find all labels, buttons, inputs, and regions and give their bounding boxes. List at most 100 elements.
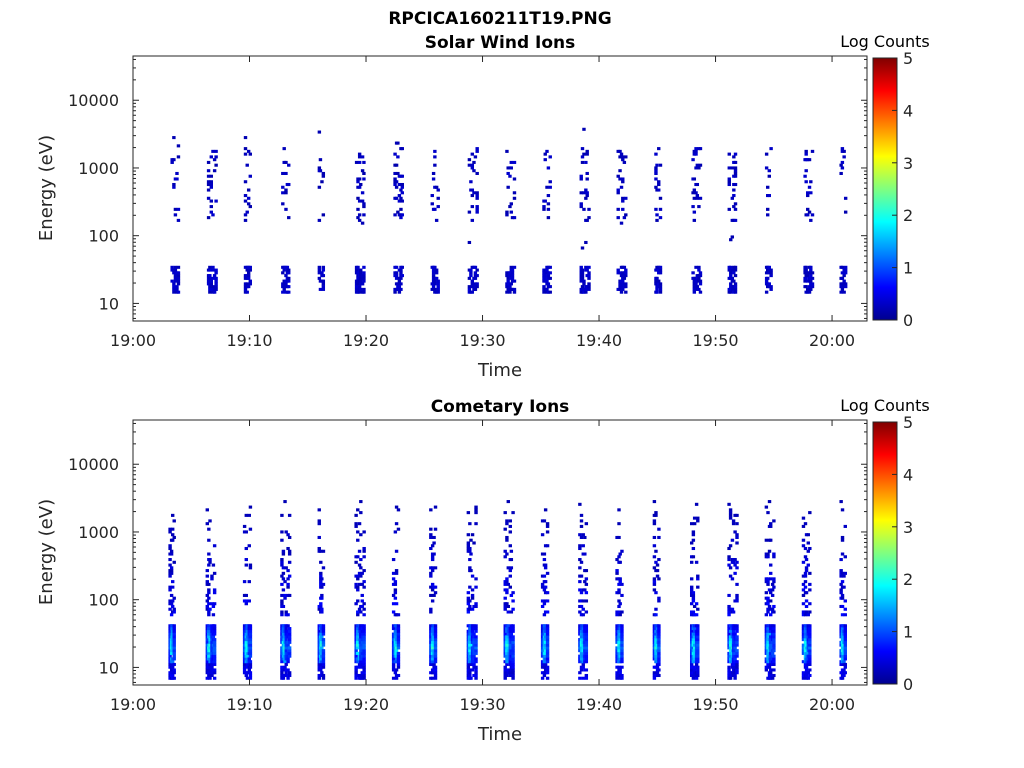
heatmap-cell (843, 649, 847, 653)
heatmap-cell (172, 596, 176, 600)
heatmap-cell (540, 654, 545, 658)
heatmap-cell (728, 544, 733, 548)
heatmap-cell (618, 271, 622, 275)
heatmap-cell (655, 265, 659, 269)
heatmap-cell (466, 596, 471, 600)
heatmap-cell (170, 599, 175, 603)
heatmap-cell (697, 276, 701, 280)
heatmap-cell (509, 662, 514, 666)
heatmap-cell (505, 538, 509, 542)
heatmap-cell (505, 274, 509, 278)
heatmap-cell (360, 282, 365, 286)
heatmap-cell (843, 196, 848, 200)
heatmap-cell (584, 629, 589, 633)
heatmap-cell (468, 607, 472, 611)
x-tick-label: 19:30 (459, 695, 505, 714)
heatmap-cell (360, 640, 364, 644)
heatmap-cell (396, 646, 401, 650)
heatmap-cell (168, 563, 172, 567)
heatmap-cell (654, 657, 658, 661)
heatmap-cell (176, 207, 181, 211)
heatmap-cell (804, 610, 809, 614)
heatmap-cell (399, 276, 403, 280)
heatmap-cell (511, 591, 515, 595)
heatmap-cell (245, 629, 250, 633)
heatmap-cell (287, 268, 291, 272)
heatmap-cell (585, 177, 589, 181)
heatmap-cell (733, 638, 737, 642)
heatmap-cell (733, 571, 737, 575)
heatmap-cell (803, 580, 808, 584)
heatmap-cell (360, 155, 365, 159)
heatmap-cell (652, 519, 657, 523)
heatmap-cell (728, 566, 733, 570)
heatmap-cell (321, 665, 326, 669)
x-tick-label: 20:00 (809, 331, 855, 350)
heatmap-cell (657, 643, 661, 647)
heatmap-cell (801, 593, 806, 597)
heatmap-cell (470, 282, 475, 286)
heatmap-cell (170, 527, 175, 531)
heatmap-cell (286, 624, 290, 628)
heatmap-cell (735, 660, 739, 664)
heatmap-cell (619, 290, 624, 294)
heatmap-cell (801, 582, 806, 586)
heatmap-cell (511, 657, 515, 661)
heatmap-cell (433, 163, 437, 167)
heatmap-cell (545, 571, 550, 575)
heatmap-cell (511, 624, 515, 628)
heatmap-cell (733, 513, 737, 517)
colorbar-tick-label: 2 (903, 570, 913, 589)
heatmap-cell (168, 527, 172, 531)
heatmap-cell (286, 657, 290, 661)
heatmap-cell (212, 654, 217, 658)
heatmap-cell (658, 282, 663, 286)
heatmap-cell (287, 285, 291, 289)
heatmap-cell (658, 268, 663, 272)
heatmap-cell (243, 282, 248, 286)
heatmap-cell (284, 530, 288, 534)
heatmap-cell (214, 276, 218, 280)
heatmap-cell (543, 662, 548, 666)
heatmap-cell (733, 649, 737, 653)
heatmap-cell (433, 265, 437, 269)
heatmap-cell (429, 508, 433, 512)
heatmap-cell (394, 643, 399, 647)
heatmap-cell (287, 535, 292, 539)
heatmap-cell (657, 654, 661, 658)
heatmap-cell (286, 546, 290, 551)
heatmap-cell (284, 657, 288, 661)
heatmap-cell (433, 646, 438, 650)
heatmap-cell (692, 276, 697, 280)
heatmap-cell (391, 665, 396, 669)
heatmap-cell (357, 285, 362, 289)
heatmap-cell (809, 191, 813, 195)
heatmap-cell (733, 268, 738, 272)
heatmap-cell (810, 213, 815, 217)
heatmap-cell (208, 558, 212, 562)
heatmap-cell (281, 171, 285, 175)
heatmap-cell (429, 533, 433, 537)
heatmap-cell (281, 588, 286, 592)
heatmap-cell (362, 205, 366, 209)
heatmap-cell (170, 279, 174, 283)
heatmap-cell (509, 668, 514, 672)
heatmap-cell (362, 665, 366, 669)
heatmap-cell (360, 199, 365, 203)
heatmap-cell (170, 585, 175, 589)
heatmap-cell (475, 149, 479, 153)
heatmap-cell (284, 629, 288, 633)
heatmap-cell (801, 560, 806, 564)
heatmap-cell (767, 169, 771, 173)
heatmap-cell (394, 569, 399, 573)
heatmap-cell (246, 196, 251, 200)
heatmap-cell (321, 213, 326, 217)
heatmap-cell (505, 149, 509, 153)
heatmap-cell (657, 147, 661, 151)
heatmap-cell (657, 668, 661, 672)
heatmap-cell (582, 279, 586, 283)
heatmap-cell (470, 596, 475, 600)
heatmap-cell (469, 268, 473, 272)
